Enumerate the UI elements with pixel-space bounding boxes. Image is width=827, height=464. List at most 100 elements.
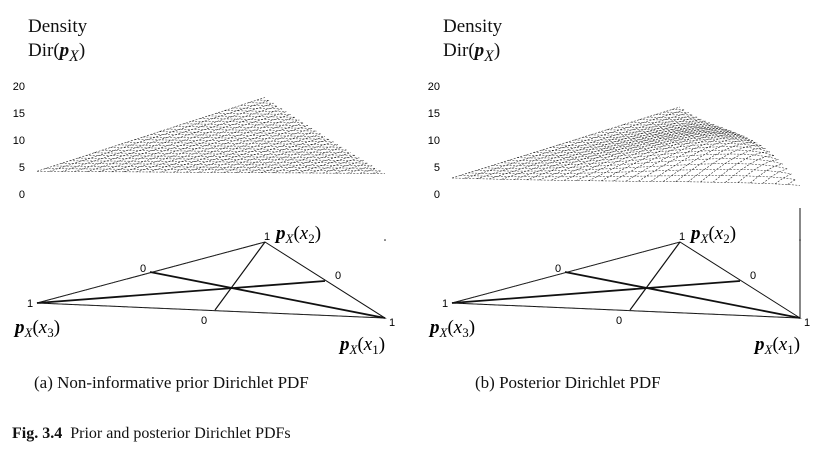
vertex-label-x3: pX(x3) [13, 317, 60, 340]
surface-meshline [613, 132, 736, 182]
simplex-edge-dashed [451, 302, 801, 319]
figure-label: Fig. 3.4 [12, 425, 63, 442]
surface-meshline [223, 138, 330, 173]
surface-meshline [111, 114, 291, 173]
zero-label: 0 [616, 315, 622, 327]
surface-meshline [557, 133, 745, 146]
simplex-edge-dashed [36, 241, 266, 304]
vertex-one-label: 1 [804, 317, 810, 329]
density-surface [451, 106, 801, 186]
surface-meshline [99, 111, 287, 172]
surface-meshline [224, 110, 287, 112]
surface-meshline [675, 142, 758, 182]
surface-meshline [712, 151, 771, 183]
axis-x2 [629, 241, 681, 311]
surface-meshline [508, 146, 771, 161]
surface-meshline [77, 157, 364, 161]
surface-meshline [183, 123, 308, 126]
surface-meshline [538, 122, 711, 181]
z-tick-label: 5 [19, 162, 25, 174]
vertex-one-label: 1 [442, 298, 448, 310]
surface-meshline [198, 133, 321, 173]
surface-meshline [501, 116, 698, 180]
vertex-one-label: 1 [679, 231, 685, 243]
vertex-one-label: 1 [264, 231, 270, 243]
panel-prior: Density Dir(pX) 20 15 10 5 0 0 0 0 1 1 1 pX(x2) pX(x… [0, 0, 410, 400]
panel-posterior: Density Dir(pX) 20 15 10 5 0 0 0 0 1 1 1 pX(x2) pX(x… [415, 0, 825, 400]
axis-x1 [564, 271, 801, 319]
surface-meshline [774, 173, 792, 185]
dirichlet-plot-prior: 20 15 10 5 0 0 0 0 1 1 1 pX(x2) pX(x3) pX(x1) [13, 81, 395, 357]
z-tick-label: 20 [13, 81, 25, 93]
vertex-label-x1: pX(x1) [338, 334, 385, 357]
surface-meshline [582, 129, 732, 138]
surface-meshline [248, 144, 338, 173]
surface-meshline [347, 165, 373, 174]
simplex-triangle [451, 241, 802, 319]
surface-meshline [525, 140, 762, 156]
surface-meshline [598, 126, 723, 133]
surface-meshline [49, 100, 270, 172]
surface-meshline [541, 136, 753, 151]
surface-meshline [53, 165, 377, 169]
z-tick-label: 5 [434, 162, 440, 174]
zero-label: 0 [555, 263, 561, 275]
density-surface [36, 97, 386, 174]
surface-meshline [460, 175, 796, 180]
axis-x3 [451, 280, 741, 304]
axis-x1 [149, 271, 386, 319]
surface-meshline [464, 109, 685, 179]
surface-meshline [61, 102, 274, 172]
surface-meshline [787, 179, 796, 185]
surface-meshline [533, 138, 758, 154]
simplex-edge-dashed [451, 241, 681, 304]
surface-meshline [514, 118, 702, 180]
density-word: Density [28, 16, 88, 37]
density-word: Density [443, 16, 503, 37]
z-tick-label: 15 [13, 108, 25, 120]
surface-meshline [762, 168, 788, 184]
surface-meshline [565, 131, 741, 143]
dir-func: Dir [28, 40, 54, 61]
surface-meshline [451, 177, 801, 186]
axis-x2 [214, 241, 266, 311]
vertex-one-label: 1 [27, 298, 33, 310]
simplex-triangle [36, 241, 387, 319]
surface-meshline [69, 160, 368, 164]
vertex-one-label: 1 [389, 317, 395, 329]
z-tick-label: 0 [434, 189, 440, 201]
surface-meshline [335, 162, 368, 174]
surface-meshline [631, 120, 706, 123]
surface-meshline [687, 145, 762, 183]
corner-dot [799, 239, 801, 241]
surface-meshline [663, 139, 753, 182]
surface-meshline [260, 146, 343, 173]
z-tick-label: 0 [19, 189, 25, 201]
surface-meshline [322, 160, 364, 174]
surface-meshline [186, 130, 317, 173]
surface-meshline [110, 147, 347, 151]
vertex-label-x1: pX(x1) [753, 334, 800, 357]
zero-label: 0 [140, 263, 146, 275]
dir-func: Dir [443, 40, 469, 61]
surface-meshline [526, 120, 706, 181]
surface-meshline [207, 115, 296, 118]
surface-meshline [606, 125, 719, 131]
surface-meshline [492, 153, 779, 167]
dir-arg: p [474, 40, 485, 61]
surface-meshline [191, 120, 304, 124]
dirichlet-plot-posterior: 20 15 10 5 0 0 0 0 1 1 1 pX(x2) pX(x3) pX(x1) [428, 81, 810, 357]
surface-meshline [750, 163, 783, 184]
vertex-label-x3: pX(x3) [428, 317, 475, 340]
surface-meshline [45, 168, 381, 172]
surface-meshline [85, 155, 360, 159]
surface-meshline [500, 149, 775, 164]
dir-sub: X [484, 47, 494, 65]
panel-caption: (a) Non-informative prior Dirichlet PDF [34, 373, 309, 392]
z-tick-label: 20 [428, 81, 440, 93]
zero-label: 0 [201, 315, 207, 327]
surface-meshline [737, 159, 779, 183]
surface-meshline [142, 136, 330, 140]
surface-meshline [484, 158, 783, 169]
surface-meshline [248, 102, 274, 104]
